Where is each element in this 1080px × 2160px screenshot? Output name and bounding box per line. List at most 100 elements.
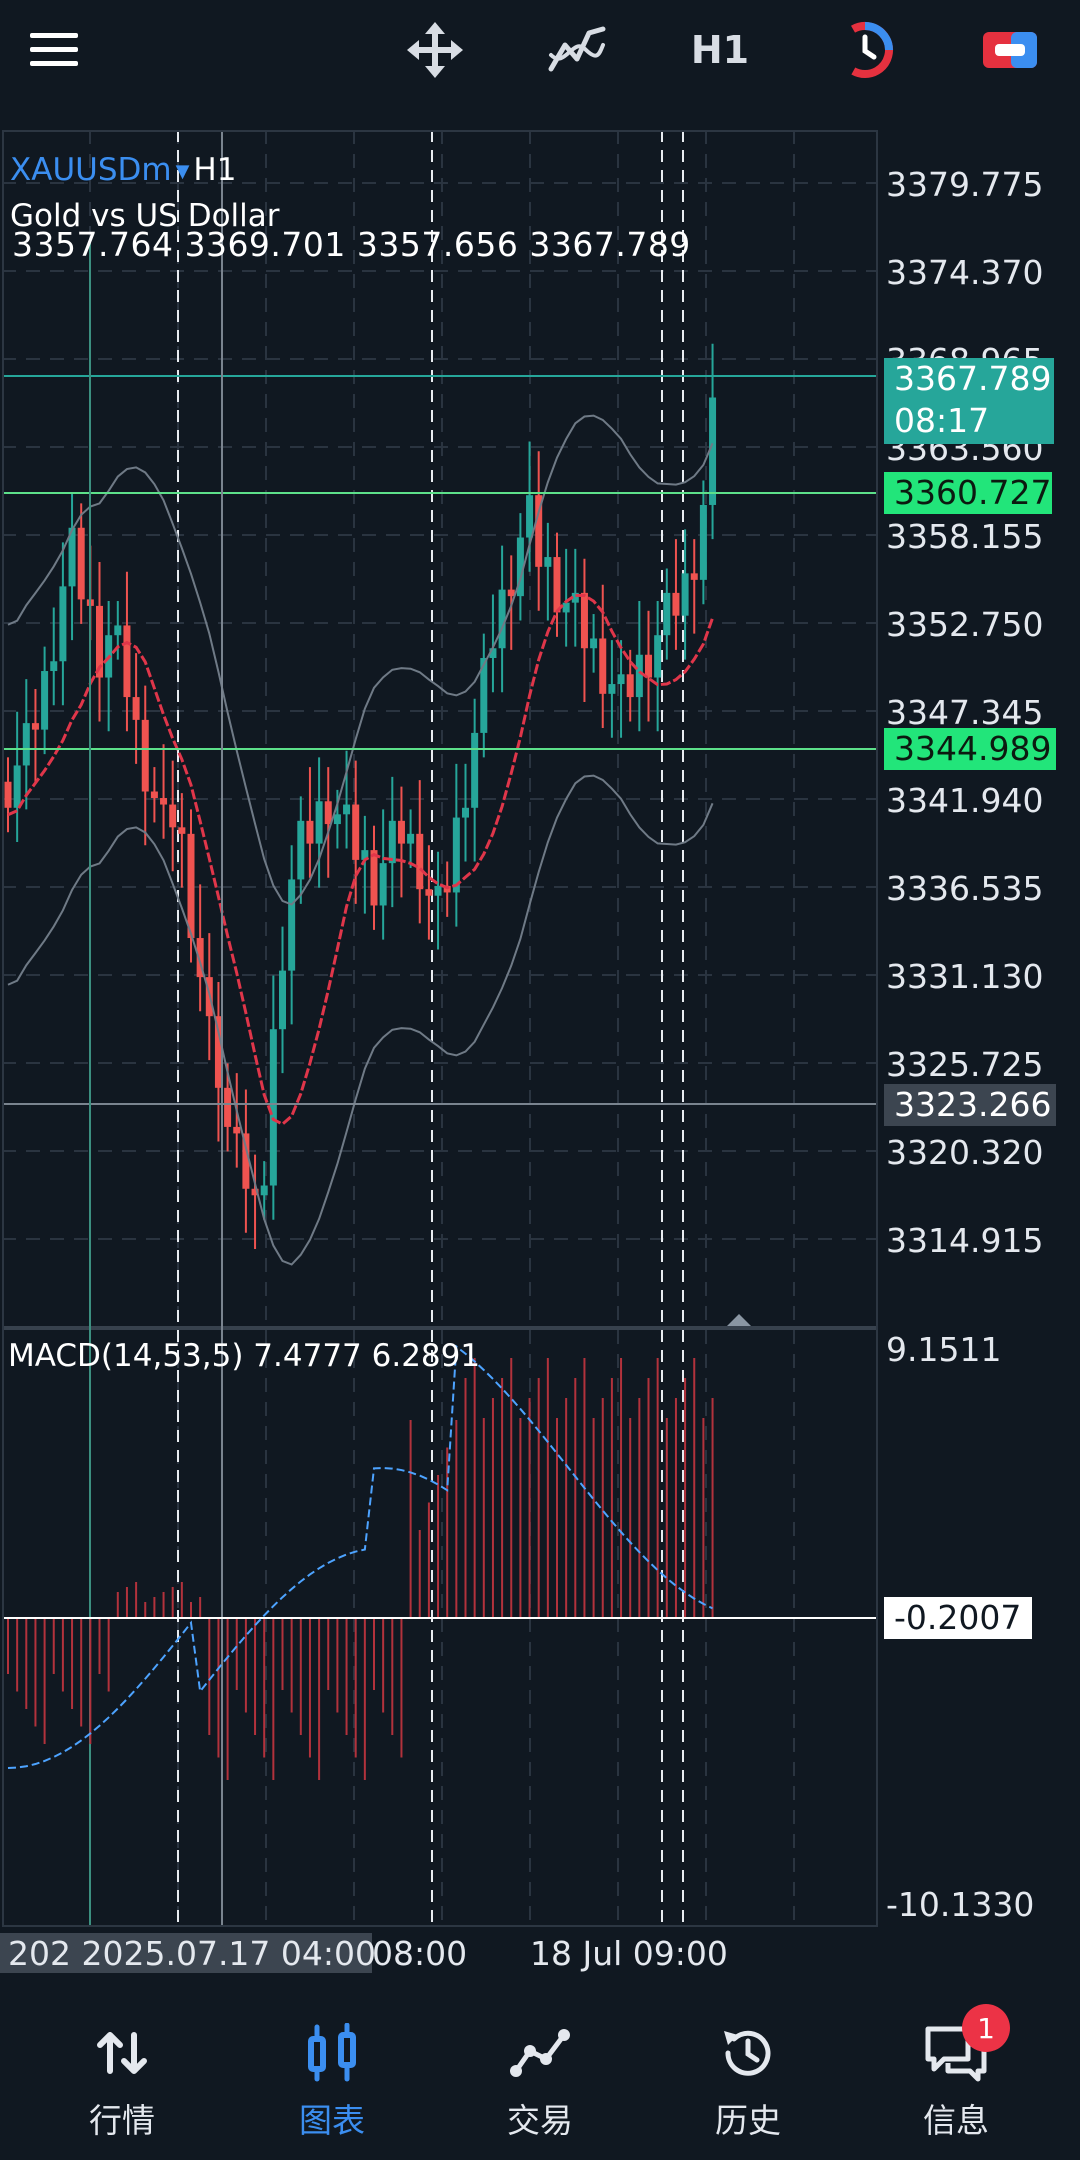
candle-body: [68, 527, 76, 587]
hamburger-menu-icon[interactable]: [22, 18, 86, 82]
price-axis[interactable]: 3379.775 3374.370 3368.965 3363.560 3358…: [884, 0, 1080, 1950]
trade-toggle-icon[interactable]: [975, 18, 1045, 82]
bid-price-value: 3367.789: [894, 359, 1052, 398]
candle-body: [22, 723, 30, 766]
candle-body: [214, 1016, 222, 1088]
move-crosshair-icon[interactable]: [400, 18, 470, 82]
candle-body: [645, 654, 652, 678]
candle-body: [41, 671, 49, 730]
chart-candles-icon: [306, 2018, 358, 2088]
price-axis-label: 3331.130: [886, 957, 1044, 996]
candle-body: [297, 820, 305, 880]
time-axis-label: 08:00: [372, 1934, 468, 1973]
bottom-navigation: 行情 图表 交: [0, 1990, 1080, 2160]
candle-body: [507, 589, 515, 597]
candle-body: [489, 648, 497, 659]
candle-body: [608, 684, 616, 694]
crosshair-time-tag: 202 2025.07.17 04:00: [0, 1933, 376, 1973]
candle-body: [178, 827, 186, 834]
chart-canvas[interactable]: [0, 130, 880, 1930]
candle-body: [699, 504, 707, 580]
macd-current-tag: -0.2007: [884, 1597, 1032, 1639]
symbol-caret-icon[interactable]: ▼: [175, 161, 190, 182]
candle-body: [690, 573, 698, 580]
candle-body: [224, 1087, 232, 1127]
price-axis-label: 3336.535: [886, 869, 1044, 908]
bollinger-upper: [7, 414, 714, 906]
nav-history[interactable]: 历史: [648, 1990, 848, 2150]
candle-body: [150, 791, 158, 799]
nav-quotes[interactable]: 行情: [22, 1990, 222, 2150]
notification-badge: 1: [962, 2004, 1010, 2052]
candle-body: [544, 557, 552, 567]
candle-body: [452, 817, 460, 893]
top-toolbar: H1: [0, 0, 1080, 100]
candle-body: [141, 719, 149, 792]
moving-average-line: [7, 593, 714, 1126]
nav-label: 历史: [715, 2101, 781, 2140]
candle-body: [388, 820, 396, 864]
macd-axis-bottom: -10.1330: [886, 1885, 1035, 1924]
indicators-icon[interactable]: [542, 18, 612, 82]
candle-body: [96, 605, 103, 678]
time-axis[interactable]: 202 2025.07.17 04:00 08:00 18 Jul 09:00: [0, 1933, 880, 1973]
symbol-name[interactable]: XAUUSDm: [10, 152, 172, 188]
candle-body: [361, 850, 369, 860]
price-axis-label: 3314.915: [886, 1221, 1044, 1260]
nav-label: 信息: [923, 2101, 989, 2140]
candle-body: [169, 804, 177, 828]
candle-body: [13, 765, 21, 808]
timeframe-button[interactable]: H1: [690, 28, 750, 72]
candle-body: [571, 592, 579, 603]
macd-indicator-label[interactable]: MACD(14,53,5) 7.4777 6.2891: [8, 1338, 481, 1374]
trade-line-icon: [510, 2018, 570, 2088]
history-clock-icon: [718, 2018, 778, 2088]
price-chart[interactable]: [0, 130, 880, 1930]
candle-body: [269, 1029, 277, 1186]
candle-body: [251, 1188, 259, 1196]
macd-signal-line: [7, 1344, 713, 1769]
candle-body: [480, 658, 488, 733]
price-axis-label: 3358.155: [886, 517, 1044, 556]
candle-body: [59, 586, 67, 662]
nav-label: 交易: [507, 2101, 573, 2140]
symbol-description: Gold vs US Dollar: [10, 198, 280, 234]
candle-body: [416, 833, 424, 890]
candle-body: [123, 625, 131, 698]
candle-body: [288, 879, 296, 971]
candle-body: [434, 885, 442, 896]
symbol-header[interactable]: XAUUSDm ▼ H1: [10, 152, 236, 188]
chart-timeframe: H1: [193, 152, 237, 188]
hline-lower-tag[interactable]: 3344.989: [884, 728, 1056, 770]
nav-label: 行情: [89, 2101, 155, 2140]
pane-resize-handle: [727, 1314, 751, 1326]
price-axis-label: 3320.320: [886, 1133, 1044, 1172]
candle-body: [379, 863, 387, 906]
bollinger-lower: [7, 774, 714, 1266]
nav-trade[interactable]: 交易: [440, 1990, 640, 2150]
candle-body: [233, 1126, 241, 1134]
candle-body: [626, 674, 634, 698]
candle-body: [599, 638, 607, 694]
candle-body: [114, 625, 122, 636]
bid-price-tag: 3367.789 08:17: [884, 358, 1054, 444]
hline-upper-tag[interactable]: 3360.727: [884, 472, 1052, 514]
candle-body: [425, 889, 433, 896]
one-click-trading-icon[interactable]: [830, 18, 900, 82]
macd-axis-top: 9.1511: [886, 1330, 1002, 1369]
candle-body: [196, 938, 204, 978]
price-axis-label: 3352.750: [886, 605, 1044, 644]
chart-frame: [2, 130, 878, 1927]
ohlc-values: 3357.764 3369.701 3357.656 3367.789: [12, 225, 691, 264]
nav-chart[interactable]: 图表: [232, 1990, 432, 2150]
nav-messages[interactable]: 1 信息: [856, 1990, 1056, 2150]
candle-body: [77, 527, 85, 600]
bar-countdown: 08:17: [894, 401, 990, 440]
candle-body: [279, 970, 286, 1030]
candle-body: [132, 697, 140, 720]
candle-body: [580, 592, 588, 649]
candle-body: [187, 833, 195, 939]
candle-body: [50, 661, 58, 672]
nav-label: 图表: [299, 2101, 365, 2140]
candle-body: [654, 635, 662, 678]
